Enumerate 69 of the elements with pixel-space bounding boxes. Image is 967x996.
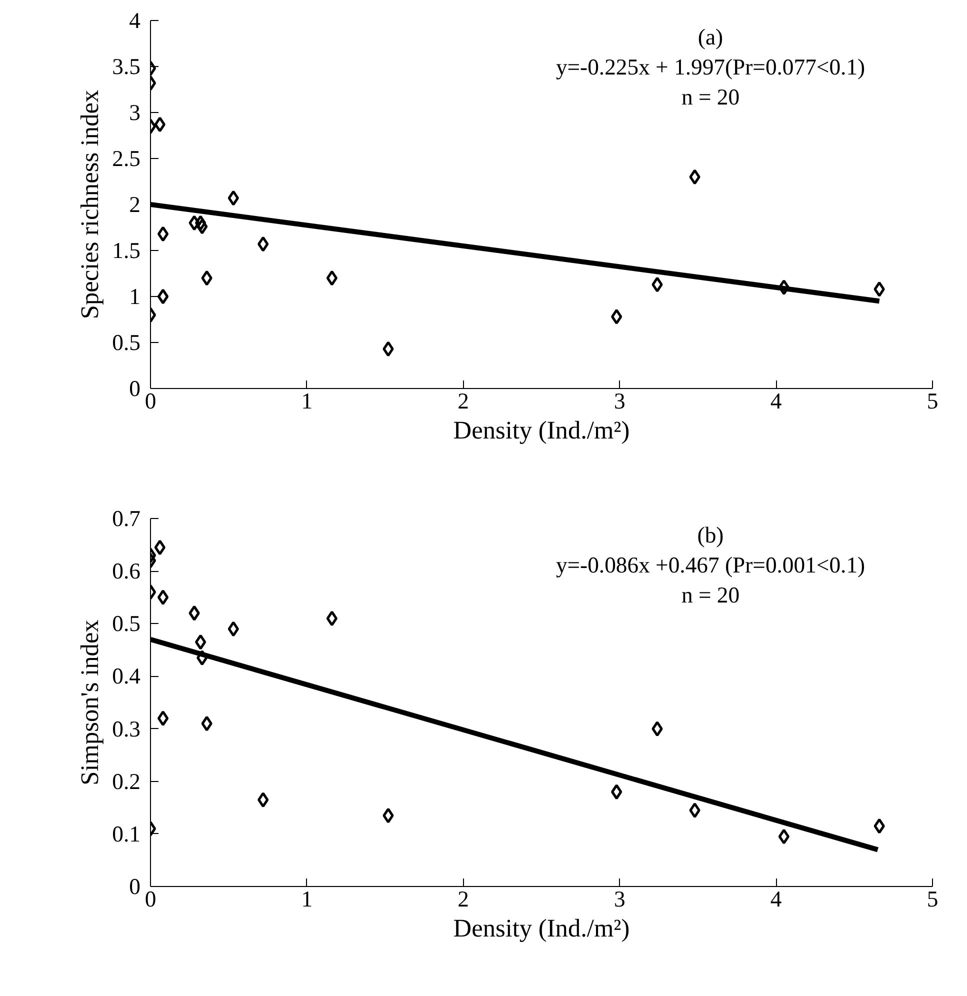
y-tick-label: 1.5 [112,238,141,263]
x-tick-label: 1 [301,886,313,912]
point [201,270,212,286]
point [874,281,885,297]
y-tick-label: 4 [129,8,140,33]
annotation: y=-0.225x + 1.997(Pr=0.077<0.1) [556,54,866,80]
x-tick-label: 4 [770,886,782,912]
x-tick-label: 0 [144,886,156,912]
point [157,226,169,242]
point [157,288,169,304]
x-tick-label: 2 [458,388,469,414]
point [652,721,663,737]
point [778,280,790,296]
point [689,169,700,185]
x-tick-label: 4 [770,388,782,414]
x-tick-label: 5 [926,388,938,414]
y-tick-label: 2.5 [112,146,141,171]
x-tick-label: 0 [144,388,156,414]
y-tick-label: 1 [129,284,140,309]
point [258,792,269,808]
y-tick-label: 0.3 [112,716,141,742]
y-tick-label: 0.1 [112,821,141,846]
x-tick-label: 1 [301,388,313,414]
point [196,218,208,234]
point [228,621,239,637]
annotation: n = 20 [681,582,740,608]
point [201,716,212,732]
point [610,784,622,800]
point [157,710,169,726]
y-tick-label: 0.7 [112,506,141,531]
point [689,802,700,818]
y-tick-label: 0.6 [112,558,141,584]
point [154,540,166,556]
point [326,610,338,626]
point [382,341,394,357]
point [228,190,239,206]
point [194,215,206,231]
x-tick-label: 5 [926,886,938,912]
point [382,808,394,824]
point [157,590,169,606]
y-tick-label: 3.5 [112,54,141,79]
x-tick-label: 3 [614,886,626,912]
point [778,828,790,844]
y-tick-label: 0.4 [112,664,141,689]
y-tick-label: 0.5 [112,330,141,355]
y-tick-label: 3 [129,100,140,125]
point [326,270,338,286]
point [874,818,885,834]
point [652,276,663,292]
x-axis-title: Density (Ind./m²) [453,416,630,444]
y-axis-title: Species richness index [76,90,104,320]
x-axis-title: Density (Ind./m²) [453,914,630,942]
chart-title: (a) [698,24,724,50]
x-tick-label: 3 [614,388,626,414]
annotation: y=-0.086x +0.467 (Pr=0.001<0.1) [556,552,866,578]
point [258,236,269,252]
y-tick-label: 2 [129,192,140,217]
y-axis-title: Simpson's index [76,619,104,786]
point [188,605,200,621]
y-tick-label: 0.2 [112,768,141,794]
x-tick-label: 2 [458,886,469,912]
point [196,650,208,666]
point [610,308,622,324]
y-tick-label: 0.5 [112,611,141,636]
point [188,215,200,231]
point [154,116,166,132]
chart-title: (b) [697,522,724,548]
annotation: n = 20 [681,84,740,110]
point [194,634,206,650]
